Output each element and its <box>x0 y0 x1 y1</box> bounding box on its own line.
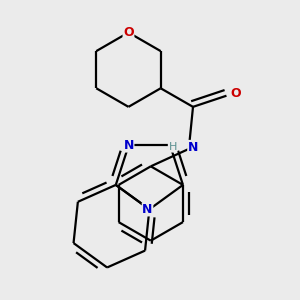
Text: N: N <box>123 139 134 152</box>
Text: O: O <box>230 87 241 100</box>
Text: H: H <box>168 142 177 152</box>
Text: N: N <box>142 203 153 216</box>
Text: N: N <box>188 140 198 154</box>
Text: O: O <box>123 26 134 39</box>
